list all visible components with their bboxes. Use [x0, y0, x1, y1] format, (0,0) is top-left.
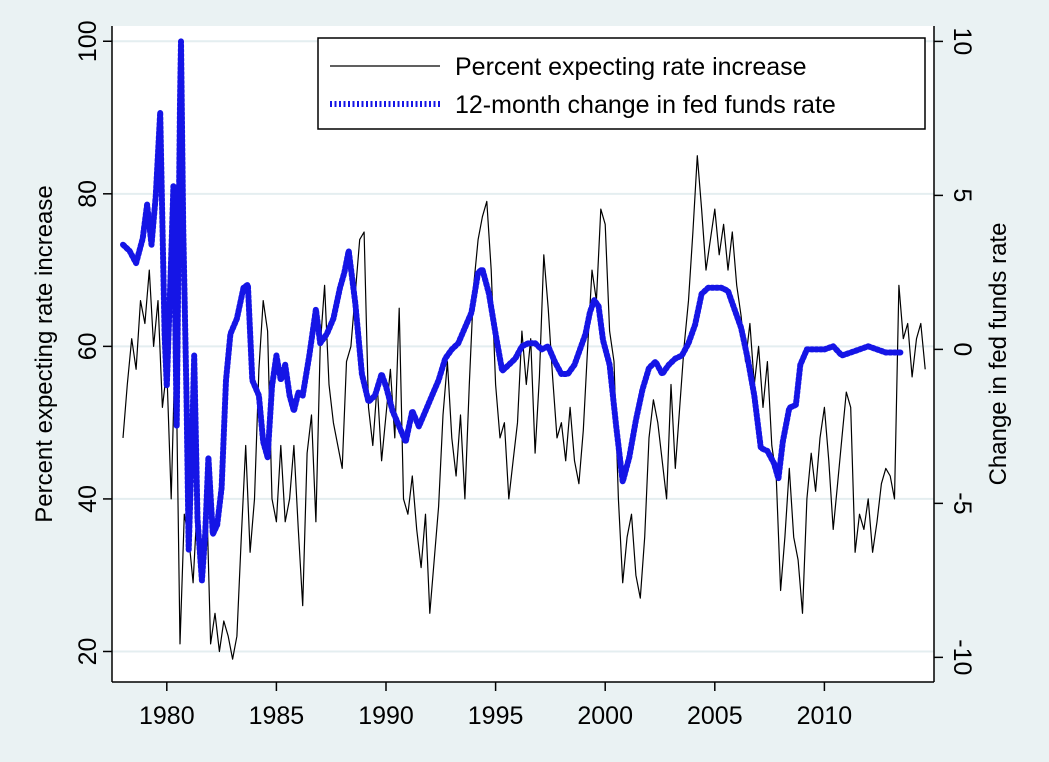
y-right-tick-label-4: 10	[948, 27, 976, 55]
x-tick-label-3: 1995	[468, 702, 524, 730]
y-axis-right-title: Change in fed funds rate	[985, 223, 1012, 486]
y-left-tick-label-3: 80	[74, 180, 102, 208]
legend: Percent expecting rate increase 12-month…	[317, 37, 926, 130]
y-right-tick-label-2: 0	[948, 342, 976, 356]
y-left-tick-label-2: 60	[74, 332, 102, 360]
x-tick-label-0: 1980	[139, 702, 195, 730]
y-right-tick-label-3: 5	[948, 188, 976, 202]
y-right-tick-label-0: -10	[948, 639, 976, 675]
series-layer	[120, 38, 926, 660]
legend-label-fedfunds: 12-month change in fed funds rate	[455, 91, 836, 119]
ticks-layer: 1980 1985 1990 1995 2000 2005 201020406080100-…	[74, 20, 976, 730]
legend-box	[317, 37, 926, 130]
x-tick-label-4: 2000	[577, 702, 633, 730]
x-tick-label-5: 2005	[687, 702, 743, 730]
y-left-tick-label-0: 20	[74, 638, 102, 666]
y-left-tick-label-4: 100	[74, 20, 102, 62]
legend-label-percent: Percent expecting rate increase	[455, 53, 807, 81]
y-left-tick-label-1: 40	[74, 485, 102, 513]
x-tick-label-1: 1985	[249, 702, 305, 730]
x-tick-label-6: 2010	[797, 702, 853, 730]
series-line-fedfunds	[120, 38, 905, 584]
x-tick-label-2: 1990	[358, 702, 414, 730]
y-right-tick-label-1: -5	[948, 492, 976, 514]
y-axis-left-title: Percent expecting rate increase	[31, 185, 58, 523]
series-line-percent	[122, 155, 926, 660]
